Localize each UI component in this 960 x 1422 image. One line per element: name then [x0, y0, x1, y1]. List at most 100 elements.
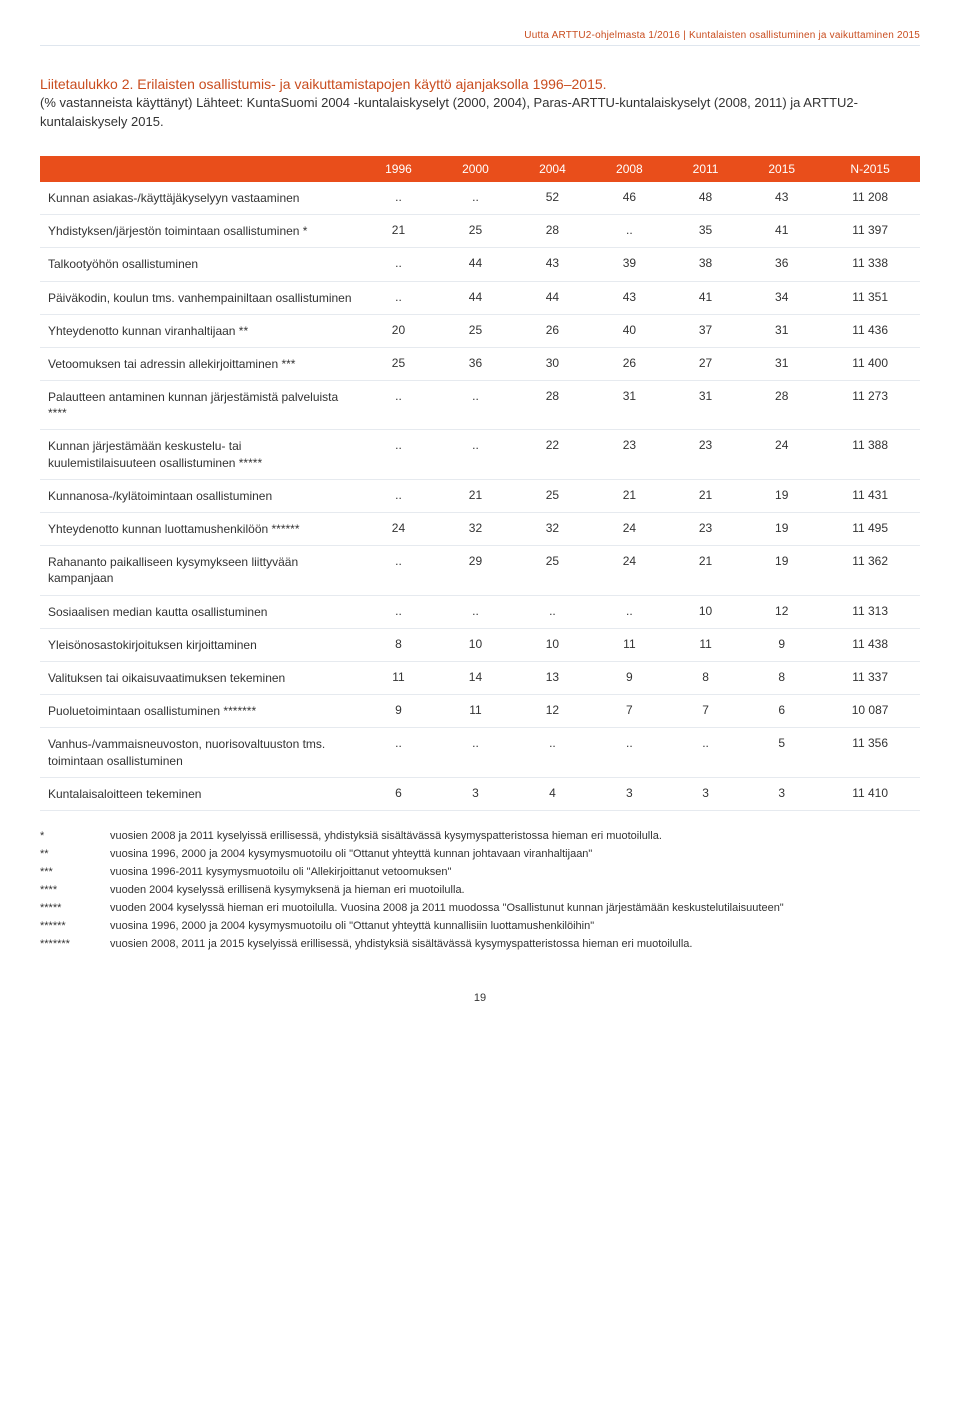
page-title: Liitetaulukko 2. Erilaisten osallistumis… [40, 74, 920, 94]
table-row: Sosiaalisen median kautta osallistuminen… [40, 595, 920, 628]
footnote-key: ***** [40, 901, 90, 917]
breadcrumb: Uutta ARTTU2-ohjelmasta 1/2016 | Kuntala… [40, 30, 920, 46]
table-cell: .. [591, 728, 668, 777]
table-cell: .. [360, 546, 437, 595]
table-cell: 19 [743, 479, 820, 512]
table-header-cell: 2015 [743, 156, 820, 182]
table-cell: .. [360, 728, 437, 777]
table-cell: .. [591, 215, 668, 248]
table-row-label: Talkootyöhön osallistuminen [40, 248, 360, 281]
table-cell: 20 [360, 314, 437, 347]
table-cell: 11 337 [820, 661, 920, 694]
table-cell: 24 [743, 430, 820, 479]
table-row-label: Kunnan järjestämään keskustelu- tai kuul… [40, 430, 360, 479]
data-table: 199620002004200820112015N-2015 Kunnan as… [40, 156, 920, 811]
table-row-label: Kunnan asiakas-/käyttäjäkyselyyn vastaam… [40, 182, 360, 215]
table-row: Vanhus-/vammaisneuvoston, nuorisovaltuus… [40, 728, 920, 777]
table-row-label: Kuntalaisaloitteen tekeminen [40, 777, 360, 810]
table-cell: 10 [668, 595, 743, 628]
table-row-label: Yleisönosastokirjoituksen kirjoittaminen [40, 628, 360, 661]
table-row-label: Vetoomuksen tai adressin allekirjoittami… [40, 347, 360, 380]
table-cell: 44 [514, 281, 591, 314]
table-cell: 43 [743, 182, 820, 215]
table-header-cell: N-2015 [820, 156, 920, 182]
table-cell: 39 [591, 248, 668, 281]
table-cell: .. [437, 728, 514, 777]
table-cell: 46 [591, 182, 668, 215]
table-cell: 19 [743, 546, 820, 595]
table-row-label: Päiväkodin, koulun tms. vanhempainiltaan… [40, 281, 360, 314]
footnote-key: **** [40, 883, 90, 899]
table-cell: 29 [437, 546, 514, 595]
table-cell: 6 [743, 695, 820, 728]
table-cell: 44 [437, 281, 514, 314]
table-cell: .. [437, 430, 514, 479]
table-cell: 6 [360, 777, 437, 810]
table-cell: 12 [743, 595, 820, 628]
table-cell: .. [514, 728, 591, 777]
table-header-cell: 1996 [360, 156, 437, 182]
table-cell: 11 495 [820, 513, 920, 546]
table-cell: 43 [514, 248, 591, 281]
table-cell: 24 [360, 513, 437, 546]
table-cell: 25 [437, 215, 514, 248]
table-cell: 8 [743, 661, 820, 694]
footnote-key: * [40, 829, 90, 845]
table-header-row: 199620002004200820112015N-2015 [40, 156, 920, 182]
table-cell: 40 [591, 314, 668, 347]
table-cell: 43 [591, 281, 668, 314]
table-row-label: Sosiaalisen median kautta osallistuminen [40, 595, 360, 628]
table-cell: 3 [437, 777, 514, 810]
table-cell: 41 [668, 281, 743, 314]
table-cell: 11 397 [820, 215, 920, 248]
footnote-text: vuosina 1996, 2000 ja 2004 kysymysmuotoi… [110, 919, 920, 935]
table-cell: .. [360, 182, 437, 215]
table-cell: .. [360, 248, 437, 281]
table-cell: .. [437, 595, 514, 628]
table-cell: .. [437, 381, 514, 430]
table-cell: 34 [743, 281, 820, 314]
table-cell: 11 208 [820, 182, 920, 215]
table-body: Kunnan asiakas-/käyttäjäkyselyyn vastaam… [40, 182, 920, 810]
table-cell: 11 436 [820, 314, 920, 347]
table-row: Yhteydenotto kunnan luottamushenkilöön *… [40, 513, 920, 546]
table-header-cell: 2004 [514, 156, 591, 182]
table-cell: 41 [743, 215, 820, 248]
table-cell: .. [360, 479, 437, 512]
page-subtitle: (% vastanneista käyttänyt) Lähteet: Kunt… [40, 94, 920, 132]
footnote-row: ******vuosina 1996, 2000 ja 2004 kysymys… [40, 919, 920, 935]
table-cell: 25 [514, 546, 591, 595]
table-cell: 11 [668, 628, 743, 661]
table-row: Vetoomuksen tai adressin allekirjoittami… [40, 347, 920, 380]
table-row: Rahananto paikalliseen kysymykseen liitt… [40, 546, 920, 595]
table-row: Palautteen antaminen kunnan järjestämist… [40, 381, 920, 430]
table-cell: .. [591, 595, 668, 628]
table-cell: 8 [668, 661, 743, 694]
footnote-text: vuosien 2008, 2011 ja 2015 kyselyissä er… [110, 937, 920, 953]
table-row-label: Palautteen antaminen kunnan järjestämist… [40, 381, 360, 430]
table-row: Yhdistyksen/järjestön toimintaan osallis… [40, 215, 920, 248]
table-cell: 11 410 [820, 777, 920, 810]
table-row: Yhteydenotto kunnan viranhaltijaan **202… [40, 314, 920, 347]
table-cell: 3 [743, 777, 820, 810]
footnote-text: vuosien 2008 ja 2011 kyselyissä erillise… [110, 829, 920, 845]
table-cell: 10 087 [820, 695, 920, 728]
table-cell: 11 388 [820, 430, 920, 479]
table-cell: .. [437, 182, 514, 215]
table-cell: 25 [437, 314, 514, 347]
table-row-label: Valituksen tai oikaisuvaatimuksen tekemi… [40, 661, 360, 694]
footnote-text: vuosina 1996-2011 kysymysmuotoilu oli "A… [110, 865, 920, 881]
table-cell: 52 [514, 182, 591, 215]
table-cell: 11 [591, 628, 668, 661]
table-row-label: Kunnanosa-/kylätoimintaan osallistuminen [40, 479, 360, 512]
table-cell: 9 [591, 661, 668, 694]
table-cell: 35 [668, 215, 743, 248]
table-row-label: Rahananto paikalliseen kysymykseen liitt… [40, 546, 360, 595]
footnotes: * vuosien 2008 ja 2011 kyselyissä erillis… [40, 829, 920, 953]
table-row: Talkootyöhön osallistuminen..44433938361… [40, 248, 920, 281]
table-cell: 8 [360, 628, 437, 661]
table-cell: 24 [591, 546, 668, 595]
table-cell: 11 400 [820, 347, 920, 380]
table-cell: 9 [360, 695, 437, 728]
footnote-row: ***vuosina 1996-2011 kysymysmuotoilu oli… [40, 865, 920, 881]
